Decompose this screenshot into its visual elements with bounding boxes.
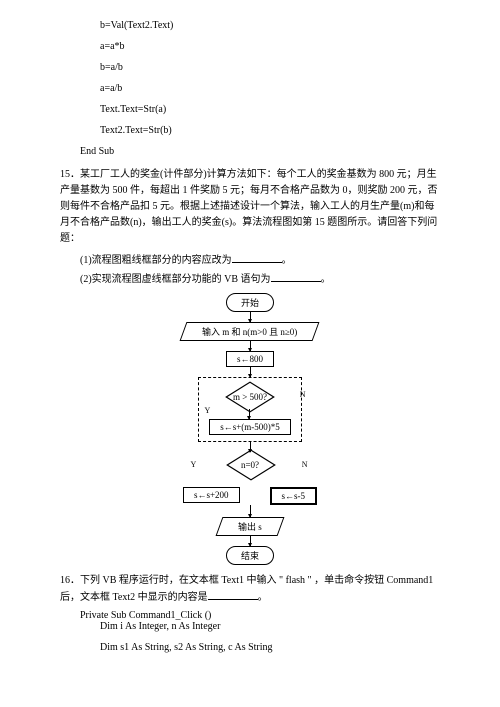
flow-output: 输出 s [216,517,285,536]
flow-input-text: 输入 m 和 n(m>0 且 n≥0) [202,325,297,338]
q15-sub1: (1)流程图粗线框部分的内容应改为 。 [80,251,440,266]
q15-body: 某工厂工人的奖金(计件部分)计算方法如下：每个工人的奖金基数为 800 元；月生… [60,169,438,244]
flow-decision-m500: m > 500? Y N [222,384,277,409]
flow-decision-n0: n=0? Y N [223,452,278,477]
flow-s200: s←s+200 [183,487,240,503]
question-16: 16．下列 VB 程序运行时，在文本框 Text1 中输入 " flash " … [60,573,440,606]
q15-sub1-text: (1)流程图粗线框部分的内容应改为 [80,255,232,266]
label-n: N [302,460,308,469]
arrow-down-icon [250,367,251,377]
arrow-down-icon [250,505,251,517]
code-line: b=Val(Text2.Text) [100,20,440,31]
q15-num: 15． [60,169,80,180]
dot: 。 [282,255,292,266]
arrow-down-icon [250,312,251,322]
code-line: End Sub [80,146,440,157]
code-line: Text.Text=Str(a) [100,104,440,115]
q15-sub2: (2)实现流程图虚线框部分功能的 VB 语句为 。 [80,270,440,285]
flow-s800: s←800 [226,351,274,367]
code-line: Text2.Text=Str(b) [100,125,440,136]
code-line: Dim i As Integer, n As Integer [100,621,440,632]
arrow-down-icon [250,536,251,546]
flow-output-text: 输出 s [238,520,262,533]
q16-num: 16． [60,575,80,586]
flow-s5-bold: s←s-5 [270,487,318,505]
flow-start: 开始 [226,293,274,312]
arrow-down-icon [249,409,250,419]
code-line: a=a/b [100,83,440,94]
blank [232,252,282,263]
code-line: a=a*b [100,41,440,52]
flow-m500-text: m > 500? [233,392,267,402]
blank [271,271,321,282]
q15-sub2-text: (2)实现流程图虚线框部分功能的 VB 语句为 [80,274,271,285]
flowchart: 开始 输入 m 和 n(m>0 且 n≥0) s←800 m > 500? Y … [120,293,380,565]
flow-calc: s←s+(m-500)*5 [209,419,291,435]
label-n: N [300,390,306,399]
flow-input: 输入 m 和 n(m>0 且 n≥0) [180,322,320,341]
flow-branch-row: s←s+200 s←s-5 [120,487,380,505]
dot: 。 [258,592,268,603]
code-line: Private Sub Command1_Click () [80,610,440,621]
code-line: Dim s1 As String, s2 As String, c As Str… [100,642,440,653]
blank [208,589,258,600]
arrow-down-icon [250,341,251,351]
label-y: Y [204,406,210,415]
flow-n0-text: n=0? [241,460,259,470]
label-y: Y [191,460,197,469]
flow-end: 结束 [226,546,274,565]
flow-dashed-region: m > 500? Y N s←s+(m-500)*5 [198,377,302,442]
code-line: b=a/b [100,62,440,73]
dot: 。 [321,274,331,285]
question-15: 15．某工厂工人的奖金(计件部分)计算方法如下：每个工人的奖金基数为 800 元… [60,167,440,247]
